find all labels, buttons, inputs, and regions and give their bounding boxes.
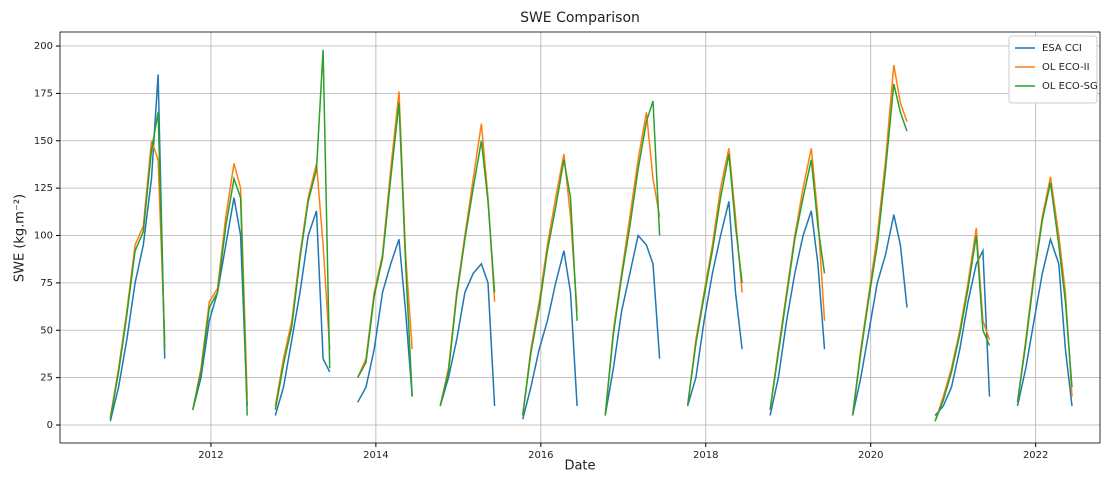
x-tick-label: 2012 xyxy=(198,450,223,461)
legend-label: OL ECO-II xyxy=(1042,62,1090,73)
y-tick-label: 175 xyxy=(34,88,53,99)
chart-title: SWE Comparison xyxy=(520,10,640,26)
legend-label: ESA CCI xyxy=(1042,43,1082,54)
series-line xyxy=(109,64,1073,422)
y-tick-label: 0 xyxy=(47,420,53,431)
x-tick-label: 2018 xyxy=(693,450,718,461)
legend-label: OL ECO-SG xyxy=(1042,81,1098,92)
y-tick-label: 100 xyxy=(34,231,53,242)
y-tick-label: 25 xyxy=(40,373,53,384)
y-tick-label: 150 xyxy=(34,136,53,147)
y-tick-label: 50 xyxy=(40,325,53,336)
x-tick-label: 2014 xyxy=(363,450,388,461)
plot-frame xyxy=(59,31,1101,444)
x-tick-label: 2022 xyxy=(1023,450,1048,461)
y-tick-label: 200 xyxy=(34,41,53,52)
y-axis-label: SWE (kg.m⁻²) xyxy=(13,194,28,282)
series-line xyxy=(109,74,1073,422)
y-tick-label: 125 xyxy=(34,183,53,194)
x-tick-label: 2016 xyxy=(528,450,553,461)
y-tick-label: 75 xyxy=(40,278,53,289)
series-line xyxy=(109,49,1073,422)
x-axis-label: Date xyxy=(564,459,595,474)
x-tick-label: 2020 xyxy=(858,450,883,461)
